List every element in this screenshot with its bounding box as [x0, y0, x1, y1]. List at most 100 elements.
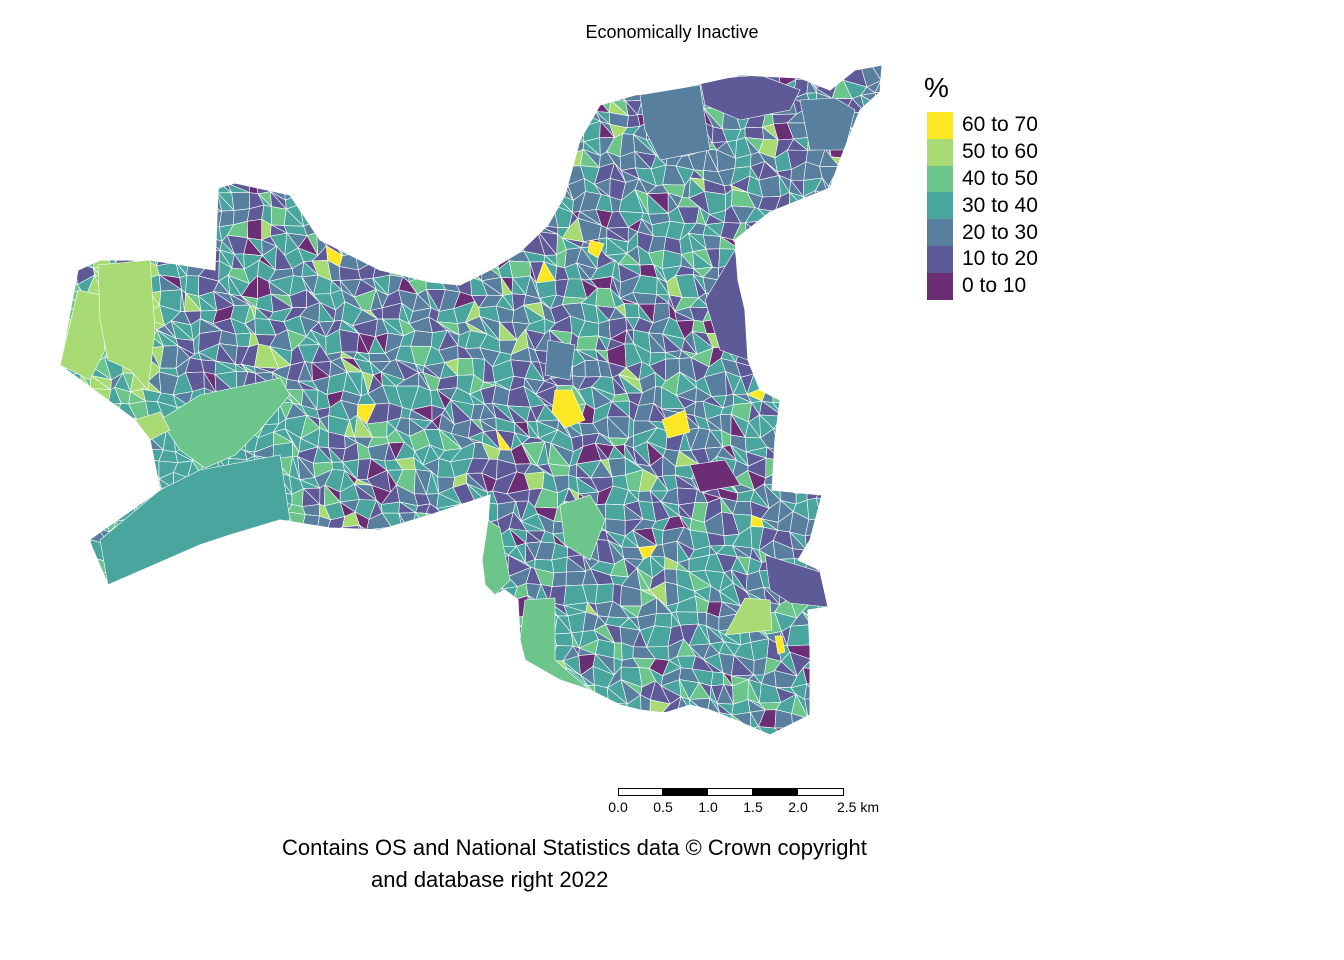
- map-area: [198, 91, 221, 116]
- map-area: [185, 198, 211, 215]
- map-area: [205, 616, 225, 629]
- map-area: [806, 721, 821, 735]
- map-area: [385, 726, 399, 735]
- map-area: [429, 127, 445, 143]
- map-area: [397, 722, 419, 735]
- scale-bar-tick-label: 0.5: [653, 799, 673, 815]
- map-area: [134, 111, 154, 122]
- map-area: [829, 436, 852, 449]
- map-area: [49, 237, 59, 253]
- map-area: [499, 176, 517, 201]
- map-area: [842, 694, 868, 715]
- map-area: [522, 133, 543, 157]
- map-area: [946, 367, 956, 378]
- map-area: [394, 571, 419, 593]
- map-area: [465, 219, 486, 243]
- map-area: [515, 179, 530, 201]
- map-area: [437, 206, 455, 228]
- map-area: [464, 147, 488, 172]
- map-area: [311, 163, 333, 183]
- map-area: [948, 501, 965, 521]
- map-area: [72, 212, 98, 229]
- map-area: [342, 612, 361, 625]
- map-area: [253, 91, 279, 117]
- map-area: [465, 100, 485, 111]
- map-area: [843, 333, 865, 351]
- map-area: [338, 65, 362, 75]
- map-area: [592, 78, 612, 102]
- map-area: [228, 107, 250, 128]
- map-area: [941, 501, 964, 521]
- map-area: [173, 652, 194, 674]
- map-area: [398, 94, 419, 114]
- map-area: [107, 612, 122, 631]
- map-area: [871, 412, 882, 437]
- map-area: [302, 169, 313, 183]
- map-area: [104, 503, 116, 523]
- map-area: [172, 65, 196, 72]
- map-area: [101, 65, 125, 72]
- map-area: [161, 573, 180, 589]
- map-area: [930, 353, 946, 368]
- map-area: [843, 461, 866, 471]
- map-area: [256, 567, 272, 594]
- map-area: [443, 79, 457, 102]
- map-area: [871, 600, 882, 620]
- map-area: [263, 148, 274, 163]
- map-area: [889, 404, 903, 421]
- map-area: [289, 645, 302, 659]
- map-area: [73, 235, 96, 255]
- map-area: [426, 65, 446, 89]
- map-area: [848, 182, 865, 195]
- map-area: [821, 343, 838, 364]
- map-area: [900, 264, 915, 281]
- map-area: [696, 726, 704, 735]
- map-area: [904, 545, 920, 563]
- map-area: [888, 335, 905, 354]
- map-area: [887, 306, 903, 323]
- map-area: [791, 332, 806, 345]
- map-area: [269, 147, 286, 164]
- map-area: [271, 604, 290, 612]
- map-area: [871, 624, 882, 642]
- map-area: [887, 558, 908, 571]
- map-area: [846, 163, 868, 181]
- map-area: [456, 711, 475, 733]
- map-area: [788, 371, 812, 393]
- map-area: [118, 681, 132, 697]
- map-area: [316, 219, 331, 239]
- map-area: [107, 179, 123, 198]
- map-area: [778, 442, 798, 464]
- map-area: [181, 105, 187, 126]
- map-area: [889, 625, 903, 642]
- map-area: [945, 415, 961, 436]
- map-area: [660, 738, 677, 760]
- map-area: [229, 66, 252, 87]
- map-area: [862, 612, 879, 631]
- map-area: [507, 71, 530, 80]
- legend-label: 20 to 30: [962, 220, 1038, 244]
- map-area: [877, 218, 882, 237]
- map-area: [748, 288, 765, 313]
- map-area: [213, 726, 230, 735]
- map-area: [864, 404, 878, 425]
- map-area: [394, 583, 419, 604]
- map-area: [244, 151, 265, 163]
- map-area: [60, 100, 64, 109]
- map-area: [551, 389, 586, 429]
- map-area: [339, 226, 361, 239]
- map-area: [289, 651, 309, 675]
- map-area: [343, 178, 362, 193]
- map-area: [515, 693, 531, 710]
- map-area: [777, 275, 795, 296]
- map-area: [414, 703, 433, 716]
- map-area: [297, 587, 319, 607]
- map-area: [60, 596, 68, 620]
- map-area: [205, 616, 224, 626]
- map-area: [814, 655, 840, 670]
- map-area: [773, 345, 798, 367]
- map-area: [454, 642, 473, 659]
- map-area: [832, 333, 847, 352]
- map-area: [565, 740, 584, 761]
- map-area: [562, 100, 582, 113]
